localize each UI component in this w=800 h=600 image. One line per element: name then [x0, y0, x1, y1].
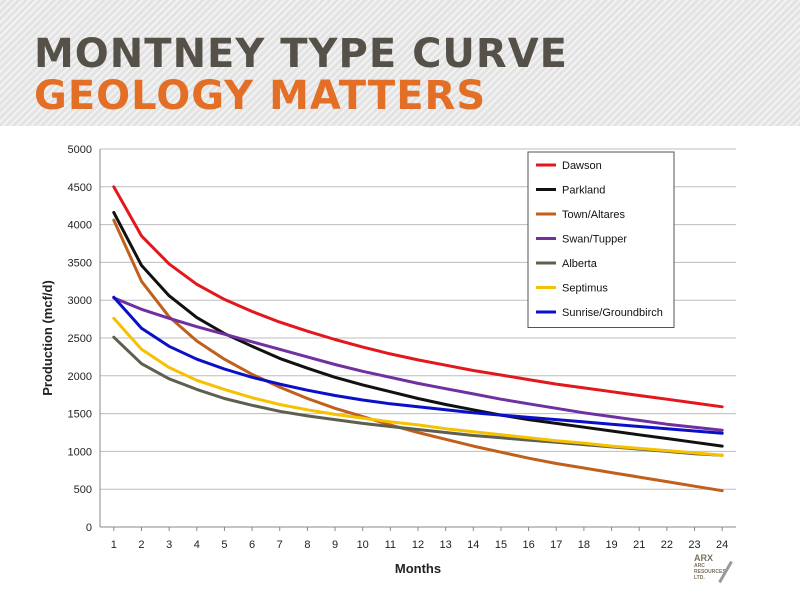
y-tick-label: 4000 [68, 220, 92, 232]
x-tick-label: 2 [138, 539, 144, 551]
x-tick-label: 22 [661, 539, 673, 551]
x-tick-label: 21 [633, 539, 645, 551]
chart-area: 0 500 1000 1500 2000 2500 3000 3500 4000 4500 5000… [0, 126, 800, 600]
page-title: MONTNEY TYPE CURVE [34, 31, 568, 77]
production-line-chart: 0 500 1000 1500 2000 2500 3000 3500 4000 4500 5000… [40, 144, 736, 576]
x-tick-label: 11 [385, 539, 396, 551]
x-tick-label: 1 [111, 539, 117, 551]
x-tick-label: 15 [495, 539, 507, 551]
x-tick-label: 12 [412, 539, 424, 551]
series-line-swan-tupper [112, 296, 724, 432]
x-tick-label: 16 [522, 539, 534, 551]
x-tick-label: 19 [605, 539, 617, 551]
x-tick-label: 7 [277, 539, 283, 551]
y-tick-label: 0 [86, 522, 92, 534]
arx-logo: ARX ARC RESOURCES LTD. [694, 554, 744, 586]
legend-label: Town/Altares [562, 209, 625, 221]
series-line-alberta [112, 335, 724, 457]
y-tick-label: 5000 [68, 144, 92, 156]
x-tick-label: 3 [166, 539, 172, 551]
y-tick-label: 3000 [68, 295, 92, 307]
series-line-dawson [112, 185, 724, 409]
y-axis-label: Production (mcf/d) [40, 280, 55, 396]
x-tick-label: 18 [578, 539, 590, 551]
logo-sub-text: RESOURCES [694, 569, 726, 575]
logo-sub-text: LTD. [694, 575, 705, 581]
x-tick-label: 17 [550, 539, 562, 551]
y-tick-label: 2000 [68, 371, 92, 383]
x-tick-label: 13 [440, 539, 452, 551]
legend-label: Sunrise/Groundbirch [562, 307, 663, 319]
x-tick-label: 23 [688, 539, 700, 551]
x-tick-label: 14 [467, 539, 479, 551]
x-tick-label: 4 [194, 539, 200, 551]
y-tick-label: 2500 [68, 333, 92, 345]
chart-axes: 0 500 1000 1500 2000 2500 3000 3500 4000 4500 5000… [40, 144, 736, 576]
legend-label: Alberta [562, 258, 598, 270]
header-banner: MONTNEY TYPE CURVE GEOLOGY MATTERS [0, 0, 800, 126]
x-tick-label: 8 [304, 539, 310, 551]
series-line-septimus [112, 316, 724, 457]
x-tick-label: 24 [716, 539, 728, 551]
series-line-parkland [112, 211, 724, 448]
logo-sub-text: ARC [694, 563, 705, 569]
chart-grid [100, 148, 736, 490]
y-tick-label: 500 [74, 484, 92, 496]
x-tick-label: 9 [332, 539, 338, 551]
x-tick-label: 6 [249, 539, 255, 551]
y-tick-label: 4500 [68, 182, 92, 194]
legend-label: Septimus [562, 283, 608, 295]
chart-series [112, 185, 724, 493]
chart-legend: Dawson Parkland Town/Altares Swan/Tupper Alb… [527, 151, 675, 328]
legend-label: Parkland [562, 185, 605, 197]
series-line-sunrise-groundbirch [112, 295, 724, 435]
x-tick-label: 5 [221, 539, 227, 551]
x-axis-label: Months [395, 561, 441, 576]
y-tick-label: 1500 [68, 409, 92, 421]
legend-label: Swan/Tupper [562, 234, 627, 246]
legend-label: Dawson [562, 160, 602, 172]
x-tick-label: 10 [357, 539, 369, 551]
series-line-town-altares [112, 218, 724, 493]
logo-main-text: ARX [694, 553, 714, 563]
y-tick-label: 3500 [68, 257, 92, 269]
y-tick-label: 1000 [68, 446, 92, 458]
page-subtitle: GEOLOGY MATTERS [34, 73, 487, 119]
